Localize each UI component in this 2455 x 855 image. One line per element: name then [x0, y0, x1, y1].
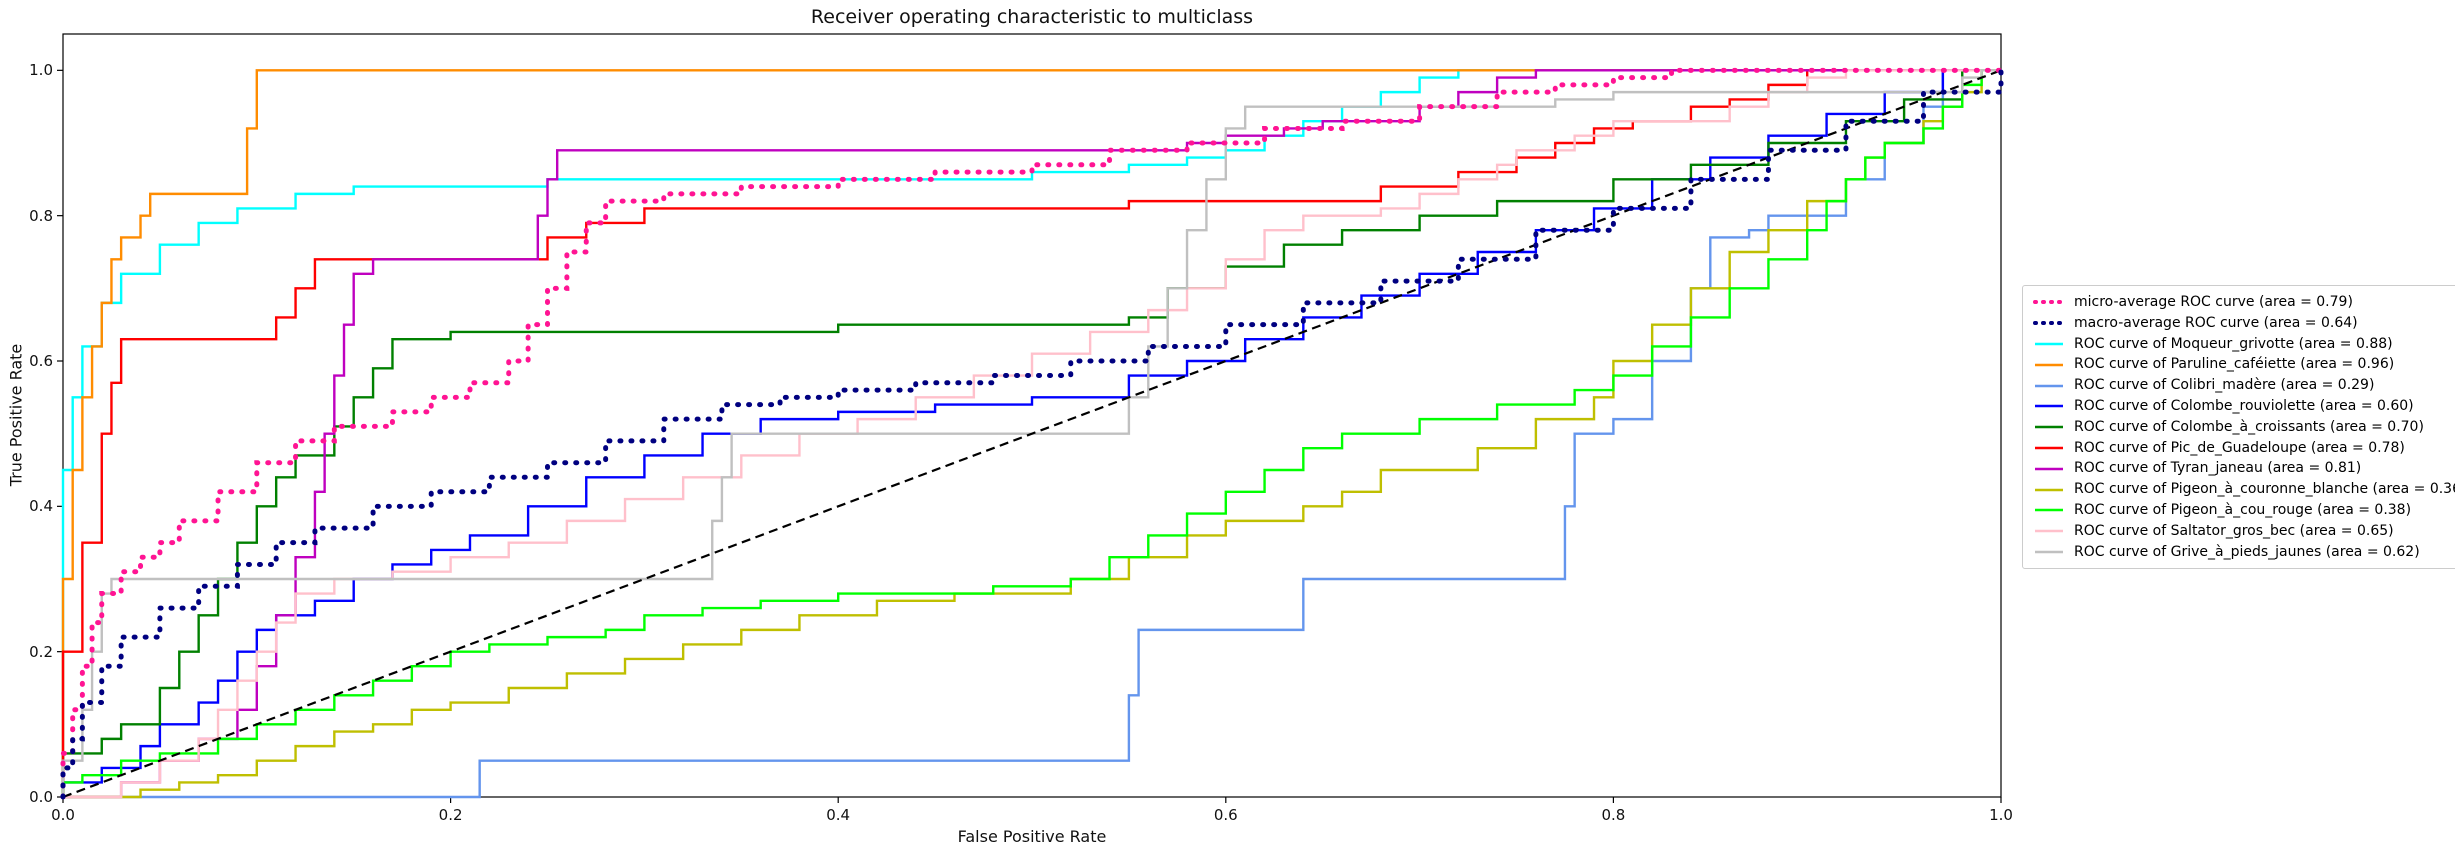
legend-item: ROC curve of Pigeon_à_cou_rouge (area = … — [2033, 502, 2455, 519]
legend-item: ROC curve of Moqueur_grivotte (area = 0.… — [2033, 336, 2455, 353]
legend-label: ROC curve of Colombe_rouviolette (area =… — [2074, 397, 2414, 414]
roc-curve — [61, 69, 2001, 797]
legend-label: ROC curve of Moqueur_grivotte (area = 0.… — [2074, 335, 2393, 352]
y-tick-label: 1.0 — [29, 61, 53, 80]
legend-label: ROC curve of Grive_à_pieds_jaunes (area … — [2074, 543, 2420, 560]
legend-line-sample — [2035, 384, 2063, 387]
roc-curve — [63, 69, 2001, 799]
legend-item: ROC curve of Colibri_madère (area = 0.29… — [2033, 377, 2455, 394]
x-tick-label: 0.2 — [438, 806, 463, 824]
x-axis-label: False Positive Rate — [957, 827, 1107, 846]
x-tick-label: 0.0 — [51, 806, 75, 824]
legend-item: ROC curve of Pic_de_Guadeloupe (area = 0… — [2033, 440, 2455, 457]
roc-curve — [60, 67, 2004, 800]
x-tick-label: 0.6 — [1213, 806, 1238, 824]
axes-box — [62, 33, 2002, 798]
legend-line-sample — [2035, 488, 2063, 491]
legend-line-sample — [2035, 425, 2063, 429]
legend-label: ROC curve of Tyran_janeau (area = 0.81) — [2074, 460, 2362, 477]
legend-item: ROC curve of Colombe_à_croissants (area … — [2033, 419, 2455, 436]
legend-label: ROC curve of Paruline_caféiette (area = … — [2074, 356, 2395, 373]
chart-title: Receiver operating characteristic to mul… — [810, 6, 1254, 28]
roc-curve — [62, 69, 2002, 799]
legend-label: ROC curve of Colombe_à_croissants (area … — [2074, 418, 2424, 435]
legend-item: ROC curve of Pigeon_à_couronne_blanche (… — [2033, 481, 2455, 498]
legend-line-sample — [2035, 446, 2063, 450]
legend: micro-average ROC curve (area = 0.79) mac… — [2022, 285, 2455, 570]
roc-curve — [63, 69, 2001, 799]
legend-label: ROC curve of Colibri_madère (area = 0.29… — [2074, 377, 2375, 394]
legend-line-sample — [2033, 321, 2065, 326]
legend-item: ROC curve of Tyran_janeau (area = 0.81) — [2033, 460, 2455, 477]
legend-label: ROC curve of Saltator_gros_bec (area = 0… — [2074, 522, 2394, 539]
legend-line-sample — [2035, 342, 2063, 346]
legend-line-sample — [2035, 363, 2063, 366]
legend-line-sample — [2035, 550, 2063, 554]
legend-item: ROC curve of Saltator_gros_bec (area = 0… — [2033, 523, 2455, 540]
legend-item: ROC curve of Colombe_rouviolette (area =… — [2033, 398, 2455, 415]
y-tick-label: 0.0 — [29, 788, 53, 806]
legend-label: ROC curve of Pigeon_à_couronne_blanche (… — [2074, 481, 2455, 498]
x-tick-label: 0.8 — [1601, 806, 1626, 824]
legend-line-sample — [2035, 529, 2063, 533]
y-tick-label: 0.2 — [29, 642, 53, 661]
legend-label: ROC curve of Pigeon_à_cou_rouge (area = … — [2074, 501, 2412, 518]
legend-label: macro-average ROC curve (area = 0.64) — [2074, 314, 2358, 331]
legend-item: ROC curve of Paruline_caféiette (area = … — [2033, 356, 2455, 373]
roc-curve — [61, 69, 2001, 797]
x-tick-label: 0.4 — [826, 806, 851, 824]
legend-line-sample — [2033, 300, 2065, 305]
legend-label: micro-average ROC curve (area = 0.79) — [2074, 294, 2353, 310]
y-tick-label: 0.6 — [29, 352, 53, 370]
legend-item: micro-average ROC curve (area = 0.79) — [2033, 294, 2455, 311]
x-tick-label: 1.0 — [1989, 806, 2013, 824]
legend-line-sample — [2035, 509, 2063, 512]
legend-item: macro-average ROC curve (area = 0.64) — [2033, 315, 2455, 332]
roc-curve — [61, 69, 2001, 797]
legend-item: ROC curve of Grive_à_pieds_jaunes (area … — [2033, 544, 2455, 561]
legend-line-sample — [2035, 467, 2063, 470]
legend-line-sample — [2035, 405, 2063, 408]
y-tick-label: 0.4 — [29, 497, 53, 516]
legend-label: ROC curve of Pic_de_Guadeloupe (area = 0… — [2074, 439, 2405, 456]
roc-curve — [60, 67, 2004, 800]
y-tick-label: 0.8 — [29, 206, 53, 225]
